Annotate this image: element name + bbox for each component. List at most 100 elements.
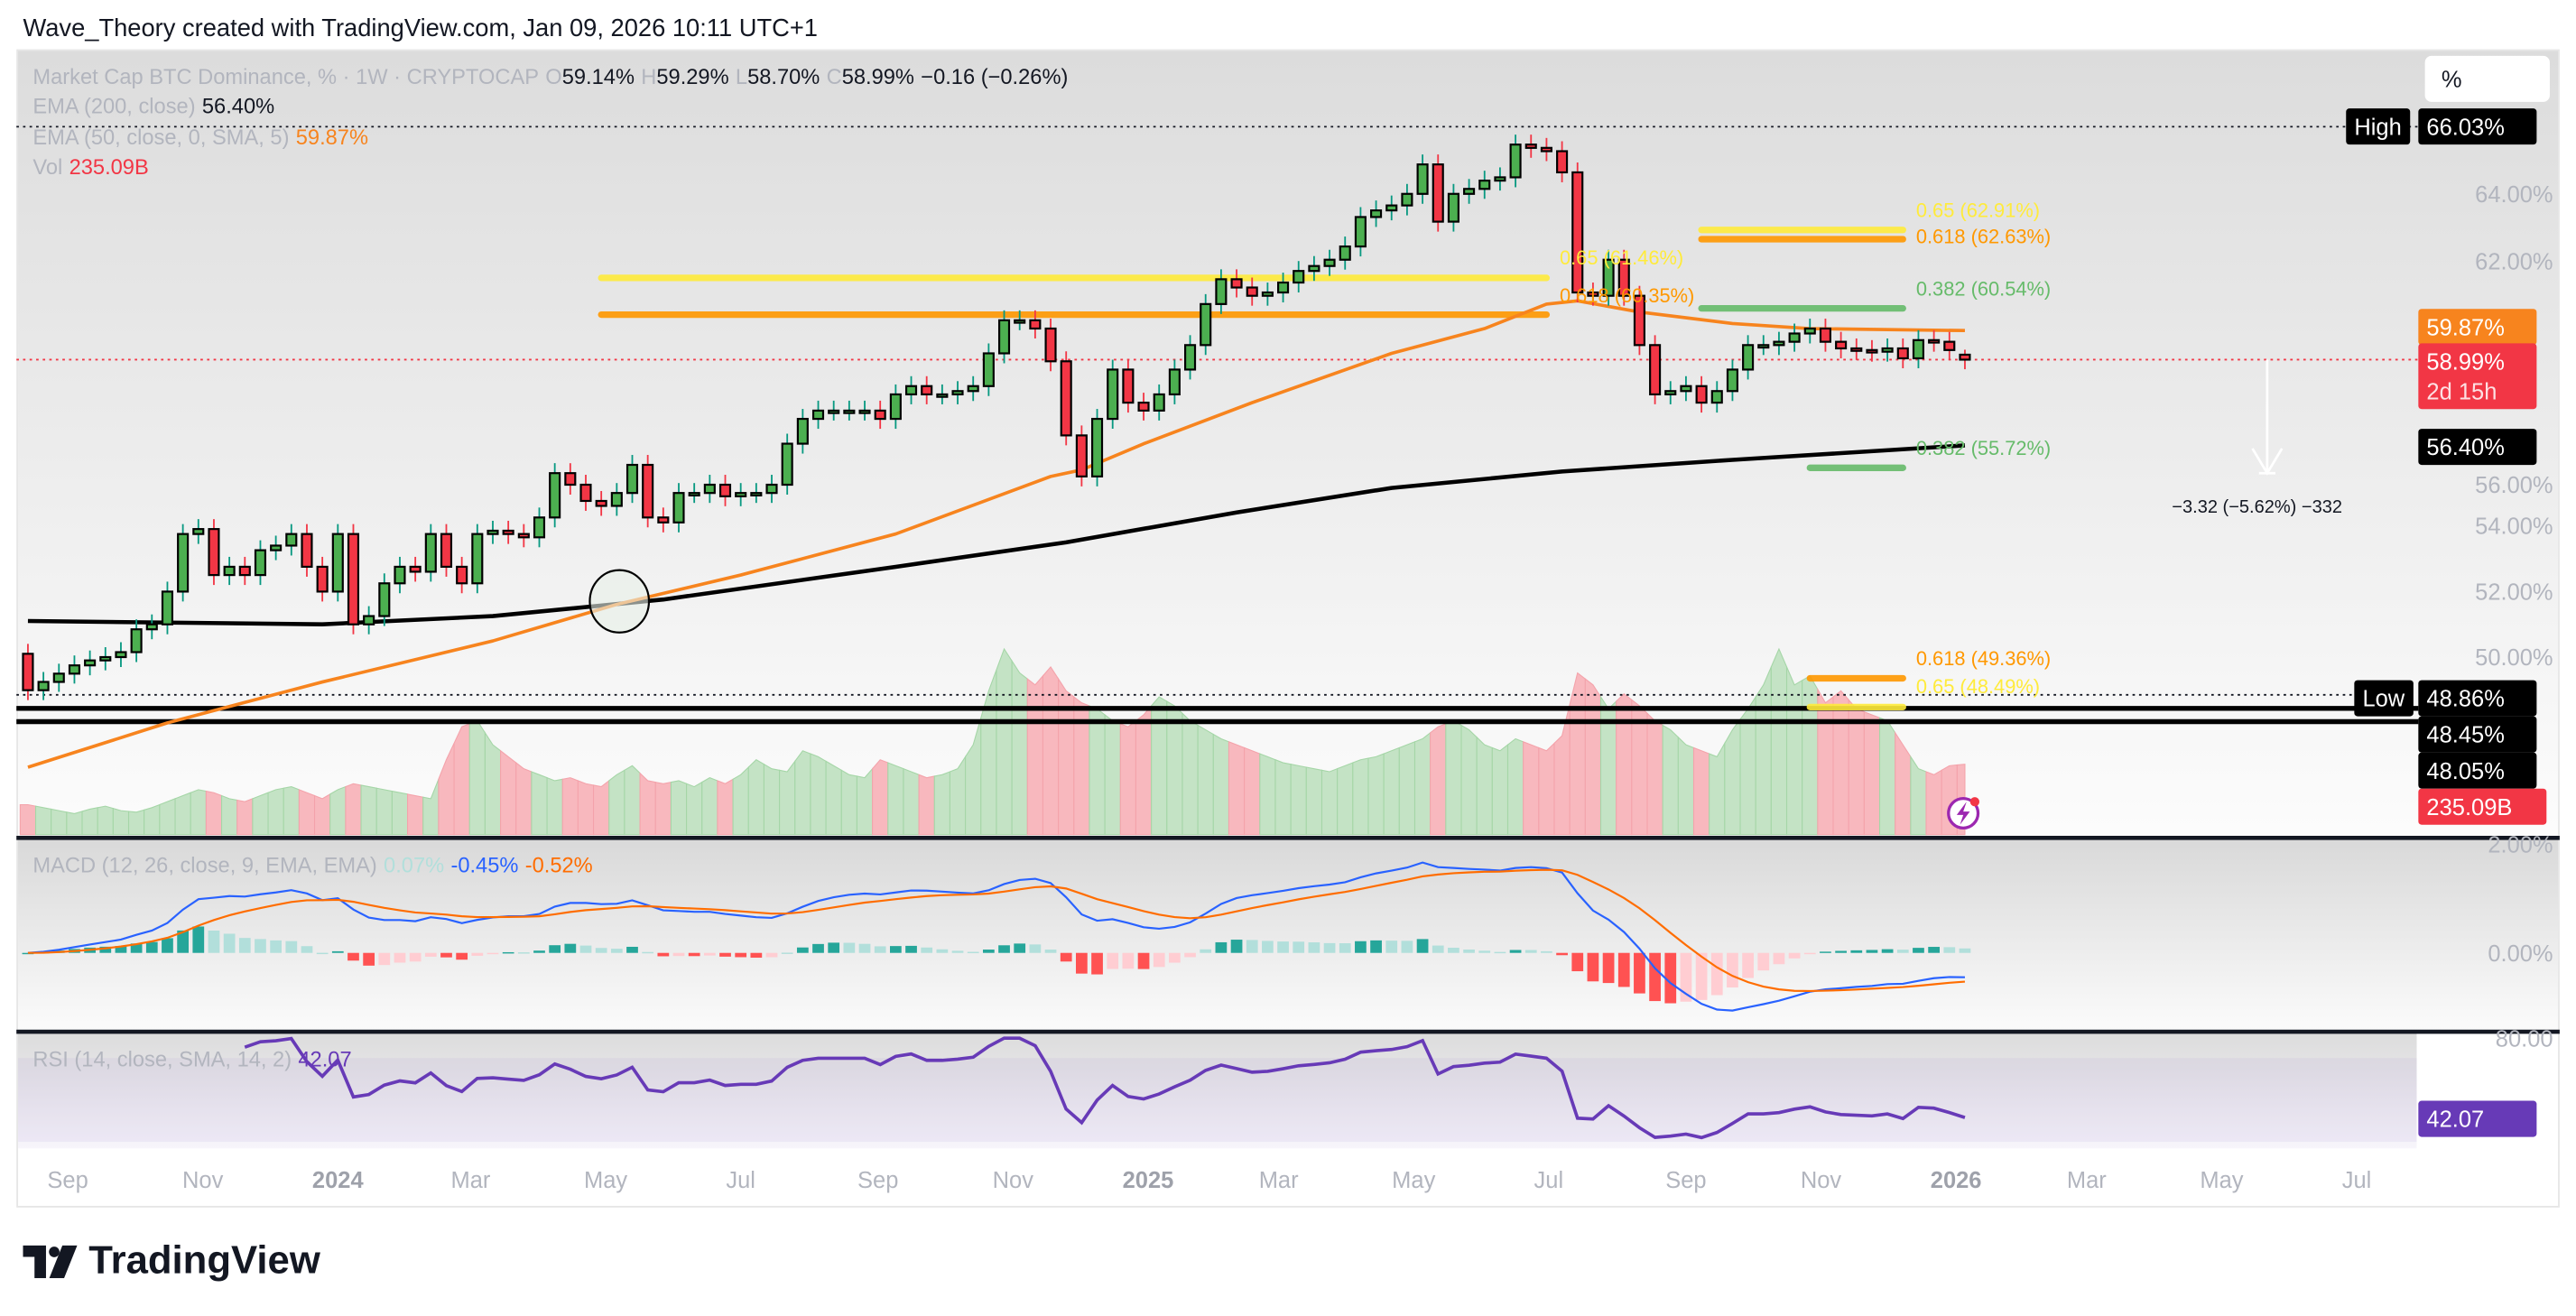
candle[interactable]: [982, 343, 995, 396]
candle[interactable]: [1602, 249, 1615, 306]
candle[interactable]: [1184, 335, 1197, 380]
candle[interactable]: [1215, 269, 1228, 314]
candle[interactable]: [517, 524, 530, 548]
legend-ema50[interactable]: EMA (50, close, 0, SMA, 5) 59.87%: [32, 125, 375, 149]
candle[interactable]: [1540, 137, 1552, 162]
candle[interactable]: [161, 581, 174, 635]
candle[interactable]: [1835, 331, 1848, 358]
candle[interactable]: [1959, 349, 1971, 370]
candle[interactable]: [22, 644, 34, 700]
candle[interactable]: [936, 384, 949, 404]
candle[interactable]: [177, 524, 190, 602]
candle[interactable]: [1200, 293, 1212, 356]
candle[interactable]: [1803, 318, 1816, 344]
candle[interactable]: [1556, 141, 1569, 182]
candle[interactable]: [378, 573, 391, 626]
candle[interactable]: [1633, 285, 1645, 356]
candle[interactable]: [904, 375, 918, 404]
candle[interactable]: [951, 381, 964, 404]
candle[interactable]: [718, 475, 732, 506]
candle[interactable]: [363, 606, 375, 635]
candle[interactable]: [1261, 283, 1274, 306]
candle[interactable]: [1277, 273, 1290, 303]
candle[interactable]: [889, 384, 902, 430]
candle[interactable]: [858, 400, 871, 421]
candle[interactable]: [1029, 310, 1042, 338]
candle[interactable]: [1447, 183, 1459, 232]
candle[interactable]: [471, 524, 484, 594]
candle[interactable]: [1354, 207, 1367, 257]
candle[interactable]: [579, 475, 592, 511]
candle[interactable]: [1401, 183, 1413, 216]
candle[interactable]: [533, 507, 546, 548]
legend-rsi[interactable]: RSI (14, close, SMA, 14, 2) 42.07: [32, 1046, 358, 1070]
candle[interactable]: [1866, 339, 1878, 362]
candle[interactable]: [1710, 381, 1723, 413]
candle[interactable]: [1416, 154, 1429, 204]
candle[interactable]: [394, 556, 406, 594]
candle[interactable]: [1819, 318, 1831, 352]
candle[interactable]: [1943, 331, 1956, 360]
candle[interactable]: [1617, 249, 1630, 306]
candle[interactable]: [1323, 249, 1336, 276]
candle[interactable]: [1230, 269, 1243, 298]
candle[interactable]: [1773, 331, 1785, 356]
candle[interactable]: [1912, 329, 1925, 368]
candle[interactable]: [1308, 255, 1320, 282]
candle[interactable]: [1896, 338, 1909, 368]
legend-ema200[interactable]: EMA (200, close) 56.40%: [32, 94, 281, 118]
candle[interactable]: [564, 463, 577, 496]
candle[interactable]: [1509, 134, 1522, 188]
candle[interactable]: [486, 520, 499, 544]
candle[interactable]: [456, 556, 468, 594]
candle[interactable]: [1494, 167, 1506, 191]
candle[interactable]: [1432, 154, 1444, 232]
candle[interactable]: [130, 619, 143, 663]
candle[interactable]: [688, 483, 700, 504]
candle[interactable]: [595, 490, 607, 516]
candle[interactable]: [208, 519, 220, 586]
candle[interactable]: [811, 400, 825, 430]
candle[interactable]: [1680, 375, 1692, 402]
candle[interactable]: [703, 475, 716, 504]
percent-scale-button[interactable]: %: [2424, 55, 2550, 102]
candle[interactable]: [1137, 393, 1150, 421]
candle[interactable]: [301, 524, 313, 577]
candle[interactable]: [1370, 200, 1383, 227]
candle[interactable]: [424, 524, 437, 582]
candle[interactable]: [1060, 351, 1072, 446]
candle[interactable]: [625, 455, 639, 504]
symbol-title[interactable]: Market Cap BTC Dominance, % · 1W · CRYPT…: [32, 63, 540, 89]
crossover-circle-annotation[interactable]: [588, 569, 651, 634]
candle[interactable]: [1478, 171, 1491, 199]
candle[interactable]: [1044, 318, 1057, 372]
candle[interactable]: [145, 614, 158, 640]
candle[interactable]: [642, 455, 654, 528]
candle[interactable]: [1075, 425, 1088, 487]
rsi-line[interactable]: [244, 1036, 1966, 1140]
candle[interactable]: [1122, 359, 1135, 413]
candle[interactable]: [610, 483, 623, 516]
candle[interactable]: [1587, 283, 1599, 306]
candle[interactable]: [750, 483, 763, 504]
legend-macd[interactable]: MACD (12, 26, close, 9, EMA, EMA) 0.07% -0…: [32, 853, 599, 877]
candle[interactable]: [1664, 381, 1677, 404]
candle[interactable]: [1571, 162, 1584, 303]
candle[interactable]: [1385, 195, 1398, 221]
candle[interactable]: [99, 647, 112, 671]
candle[interactable]: [409, 556, 422, 582]
macd-signal-line[interactable]: [27, 868, 1966, 993]
candle[interactable]: [1014, 310, 1026, 330]
candle[interactable]: [238, 556, 251, 586]
candle[interactable]: [874, 400, 886, 430]
candle[interactable]: [1742, 335, 1755, 380]
candle[interactable]: [549, 463, 561, 528]
candle[interactable]: [440, 524, 453, 577]
candle[interactable]: [270, 535, 283, 561]
candle[interactable]: [1788, 323, 1801, 352]
candle[interactable]: [1649, 335, 1662, 404]
candle[interactable]: [672, 483, 685, 533]
candle[interactable]: [657, 507, 670, 533]
candle[interactable]: [1090, 409, 1104, 487]
